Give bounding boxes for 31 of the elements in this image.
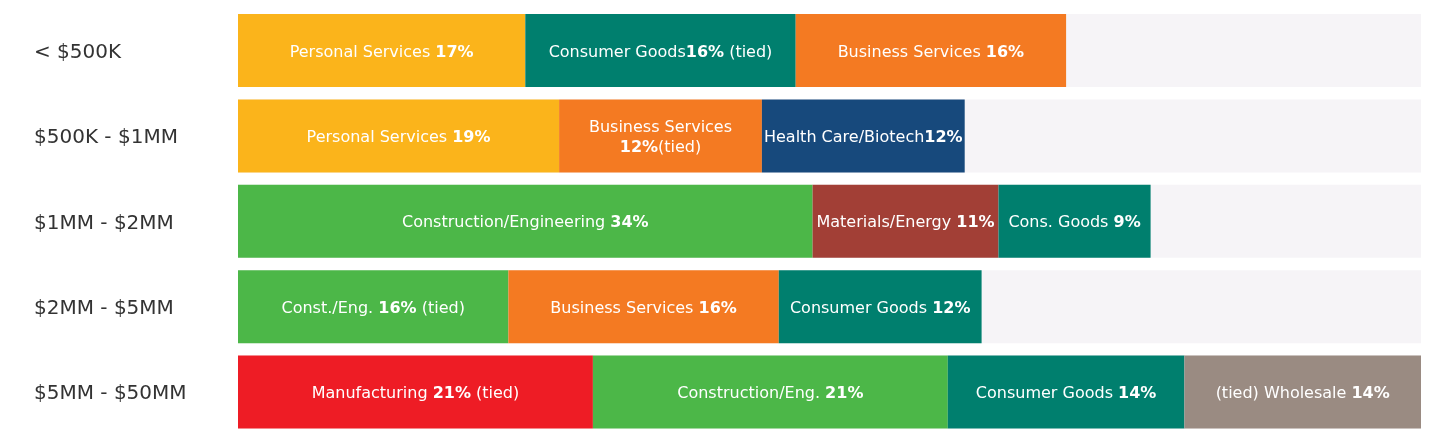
y-tick-label: $2MM - $5MM: [34, 294, 174, 319]
y-tick-label: < $500K: [34, 38, 123, 63]
data-label: Business Services 12%(tied): [588, 116, 733, 155]
bar: [238, 270, 509, 344]
bar: [238, 99, 560, 173]
data-label: Consumer Goods 14%: [975, 382, 1157, 402]
data-label: Business Services 16%: [550, 297, 737, 317]
data-label: Business Services 16%: [837, 41, 1025, 60]
bar: [559, 99, 762, 173]
bar: [508, 270, 779, 344]
y-tick-label: $500K - $1MM: [34, 124, 178, 149]
data-label: Consumer Goods 12%: [789, 297, 971, 317]
data-label: Personal Services 19%: [306, 126, 491, 146]
y-tick-label: $1MM - $2MM: [34, 209, 174, 234]
y-tick-label: $5MM - $50MM: [34, 380, 187, 405]
data-label: Cons. Goods 9%: [1008, 211, 1141, 231]
bar: [238, 355, 593, 429]
data-label: Consumer Goods16% (tied): [548, 41, 773, 60]
data-label: Const./Eng. 16% (tied): [281, 297, 465, 317]
data-label: Personal Services 17%: [289, 41, 474, 60]
data-label: (tied) Wholesale 14%: [1215, 382, 1390, 402]
bar: [812, 184, 999, 258]
bar: [947, 355, 1185, 429]
data-label: Construction/Eng. 21%: [677, 382, 864, 402]
data-label: Manufacturing 21% (tied): [311, 382, 520, 402]
bar: [238, 184, 813, 258]
data-label: Materials/Energy 11%: [816, 211, 995, 231]
bar: [238, 14, 526, 87]
bar: [1184, 355, 1421, 429]
data-label: Health Care/Biotech12%: [763, 126, 963, 146]
data-label: Construction/Engineering 34%: [401, 211, 649, 231]
